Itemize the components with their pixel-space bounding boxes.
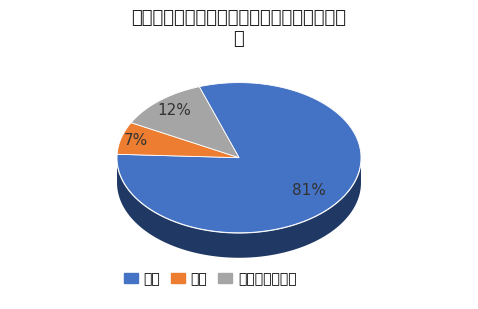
Polygon shape — [117, 158, 361, 258]
Polygon shape — [117, 83, 361, 233]
Text: 12%: 12% — [157, 104, 191, 118]
Polygon shape — [117, 123, 239, 158]
Text: エブリイワゴンの運転＆走行性能の満足度調
査: エブリイワゴンの運転＆走行性能の満足度調 査 — [131, 9, 347, 48]
Text: 7%: 7% — [123, 133, 148, 148]
Polygon shape — [131, 87, 239, 158]
Legend: 満足, 不満, どちらでもない: 満足, 不満, どちらでもない — [119, 267, 302, 292]
Text: 81%: 81% — [293, 183, 326, 197]
